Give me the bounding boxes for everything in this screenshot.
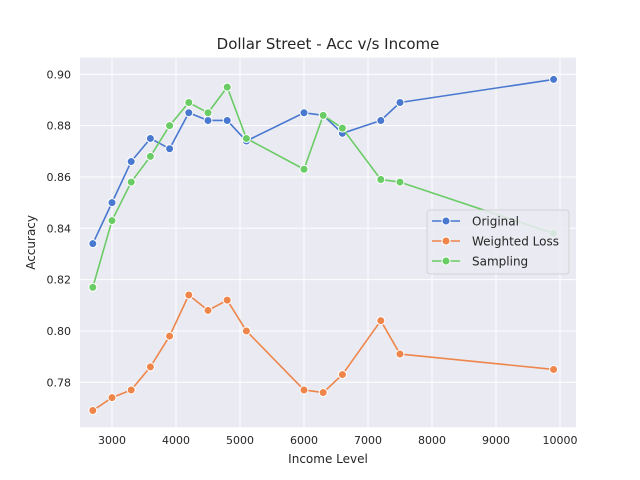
- data-point: [107, 393, 117, 403]
- data-point: [126, 385, 136, 395]
- data-point: [299, 385, 309, 395]
- data-point: [222, 115, 232, 125]
- y-tick-label: 0.82: [47, 274, 72, 287]
- data-point: [88, 282, 98, 292]
- legend-marker: [441, 256, 451, 266]
- y-tick-labels: 0.78 0.80 0.82 0.84 0.86 0.88 0.90: [47, 68, 72, 389]
- data-point: [299, 108, 309, 118]
- legend-label: Sampling: [472, 255, 528, 269]
- data-point: [299, 164, 309, 174]
- legend-label: Weighted Loss: [472, 235, 559, 249]
- data-point: [203, 108, 213, 118]
- data-point: [318, 388, 328, 398]
- series-weighted-loss: [88, 290, 559, 416]
- legend-label: Original: [472, 215, 519, 229]
- data-point: [126, 177, 136, 187]
- y-tick-label: 0.80: [47, 325, 72, 338]
- series-sampling: [88, 82, 559, 292]
- data-point: [241, 133, 251, 143]
- data-point: [337, 370, 347, 380]
- x-tick-label: 9000: [482, 434, 510, 447]
- x-tick-label: 5000: [226, 434, 254, 447]
- y-tick-label: 0.78: [47, 376, 72, 389]
- x-tick-labels: 3000 4000 5000 6000 7000 8000 9000 10000: [98, 434, 578, 447]
- legend: Original Weighted Loss Sampling: [426, 209, 570, 275]
- data-point: [549, 74, 559, 84]
- y-tick-label: 0.84: [47, 222, 72, 235]
- data-point: [145, 362, 155, 372]
- data-point: [203, 305, 213, 315]
- data-point: [184, 98, 194, 108]
- data-point: [318, 110, 328, 120]
- data-point: [165, 121, 175, 131]
- x-axis-label: Income Level: [288, 452, 368, 466]
- x-tick-label: 10000: [543, 434, 578, 447]
- data-point: [222, 295, 232, 305]
- data-point: [376, 115, 386, 125]
- series-layer: [88, 74, 559, 416]
- data-point: [126, 157, 136, 167]
- y-tick-label: 0.88: [47, 120, 72, 133]
- x-tick-label: 6000: [290, 434, 318, 447]
- data-point: [184, 108, 194, 118]
- data-point: [395, 349, 405, 359]
- y-axis-label: Accuracy: [24, 215, 38, 270]
- data-point: [165, 331, 175, 341]
- data-point: [107, 216, 117, 226]
- data-point: [337, 123, 347, 133]
- x-tick-label: 3000: [98, 434, 126, 447]
- data-point: [203, 115, 213, 125]
- y-tick-label: 0.90: [47, 68, 72, 81]
- data-point: [241, 326, 251, 336]
- legend-marker: [441, 236, 451, 246]
- legend-box: [426, 209, 570, 275]
- legend-marker: [441, 216, 451, 226]
- data-point: [376, 316, 386, 326]
- x-tick-label: 4000: [162, 434, 190, 447]
- y-tick-label: 0.86: [47, 171, 72, 184]
- data-point: [395, 177, 405, 187]
- data-point: [549, 364, 559, 374]
- data-point: [184, 290, 194, 300]
- data-point: [376, 175, 386, 185]
- data-point: [88, 239, 98, 249]
- data-point: [107, 198, 117, 208]
- data-point: [88, 406, 98, 416]
- chart-title: Dollar Street - Acc v/s Income: [217, 35, 440, 53]
- data-point: [395, 98, 405, 108]
- data-point: [145, 133, 155, 143]
- data-point: [145, 151, 155, 161]
- data-point: [165, 144, 175, 154]
- x-tick-label: 7000: [354, 434, 382, 447]
- data-point: [222, 82, 232, 92]
- x-tick-label: 8000: [418, 434, 446, 447]
